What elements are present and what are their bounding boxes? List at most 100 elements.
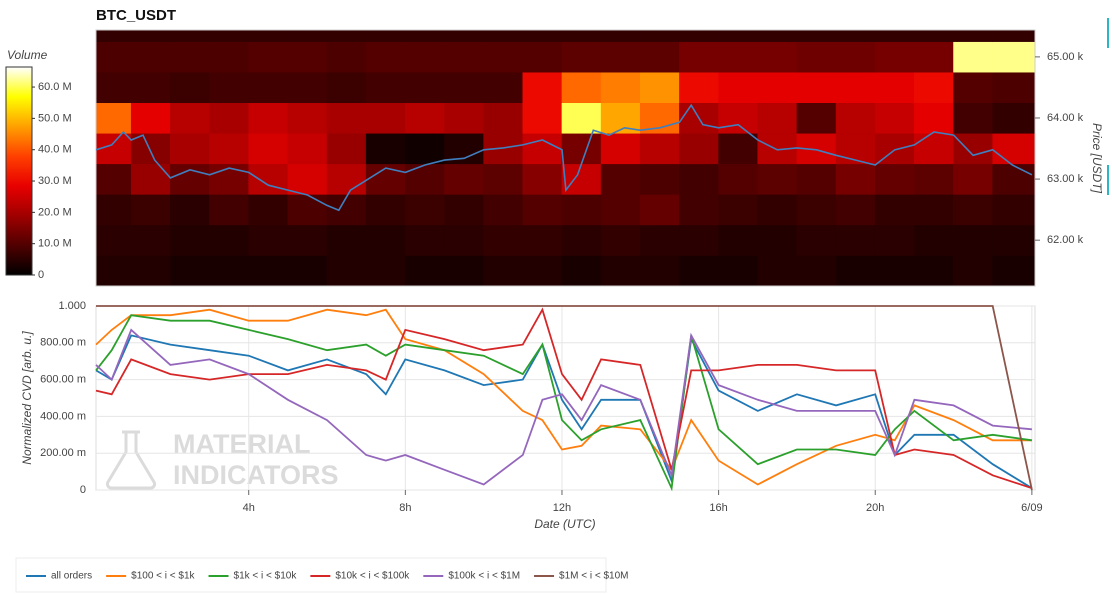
heatmap-cell [405,41,445,73]
heatmap-cell [130,29,171,42]
heatmap-cell [326,194,367,226]
heatmap-cell [522,29,563,42]
heatmap-cell [130,132,171,165]
heatmap-cell [679,132,719,165]
x-tick-label: 16h [709,502,727,514]
y-tick-label: 0 [80,484,86,496]
heatmap-cell [444,29,484,42]
heatmap-cell [796,255,837,287]
heatmap-cell [953,29,994,42]
heatmap-cell [835,29,876,42]
heatmap-cell [835,224,876,256]
heatmap-cell [209,29,250,42]
x-tick-label: 4h [243,502,255,514]
legend-label: $100 < i < $1k [131,571,195,582]
heatmap-cell [561,41,602,73]
heatmap-cell [639,29,680,42]
heatmap-cell [365,132,406,165]
legend-label: all orders [51,571,92,582]
heatmap-cell [718,102,759,134]
heatmap-cell [444,41,484,73]
y2-tick-label: 65.00 k [1047,51,1084,63]
heatmap-cell [561,224,602,256]
heatmap-cell [95,224,132,256]
heatmap-cell [287,255,328,287]
heatmap-cell [405,255,445,287]
heatmap-cell [600,102,641,134]
heatmap-cell [248,71,289,104]
heatmap-cell [914,71,954,104]
x-tick-label: 8h [399,502,411,514]
heatmap-cell [561,132,602,165]
series-line [95,308,1032,486]
watermark-text: MATERIAL [173,429,310,459]
heatmap-cell [639,71,680,104]
heatmap-cell [248,41,289,73]
heatmap-cell [639,163,680,195]
heatmap-cell [365,224,406,256]
colorbar-tick-label: 60.0 M [38,81,72,93]
heatmap-cell [835,132,876,165]
heatmap [95,29,1036,287]
heatmap-cell [405,29,445,42]
heatmap-cell [718,163,759,195]
heatmap-cell [522,194,563,226]
heatmap-cell [483,41,524,73]
heatmap-cell [170,29,210,42]
heatmap-cell [679,255,719,287]
heatmap-cell [639,132,680,165]
y-axis-label: Normalized CVD [arb. u.] [20,331,34,465]
heatmap-cell [757,163,798,195]
heatmap-cell [796,71,837,104]
heatmap-cell [95,41,132,73]
heatmap-cell [326,29,367,42]
heatmap-cell [365,29,406,42]
heatmap-cell [209,102,250,134]
heatmap-cell [874,255,915,287]
y2-tick-label: 62.00 k [1047,234,1084,246]
heatmap-cell [444,255,484,287]
heatmap-cell [718,29,759,42]
heatmap-cell [718,71,759,104]
heatmap-cell [248,132,289,165]
heatmap-cell [796,102,837,134]
heatmap-cell [561,194,602,226]
heatmap-cell [679,29,719,42]
heatmap-cell [522,41,563,73]
heatmap-cell [796,224,837,256]
heatmap-cell [914,224,954,256]
heatmap-cell [326,163,367,195]
heatmap-cell [835,102,876,134]
y-tick-label: 400.00 m [40,410,86,422]
heatmap-cell [483,255,524,287]
heatmap-cell [405,224,445,256]
heatmap-cell [522,255,563,287]
heatmap-cell [326,71,367,104]
y-tick-label: 200.00 m [40,447,86,459]
heatmap-cell [170,224,210,256]
heatmap-cell [874,102,915,134]
heatmap-cell [522,102,563,134]
heatmap-cell [483,29,524,42]
heatmap-cell [326,255,367,287]
heatmap-cell [874,41,915,73]
heatmap-cell [718,194,759,226]
heatmap-cell [209,132,250,165]
heatmap-cell [248,224,289,256]
heatmap-cell [757,224,798,256]
heatmap-cell [130,71,171,104]
heatmap-cell [757,255,798,287]
heatmap-cell [992,255,1036,287]
heatmap-cell [170,255,210,287]
heatmap-cell [365,102,406,134]
x-tick-label: 12h [553,502,571,514]
heatmap-cell [483,102,524,134]
heatmap-cell [209,163,250,195]
heatmap-cell [170,41,210,73]
heatmap-cell [287,194,328,226]
series-line [95,334,1033,489]
heatmap-cell [992,29,1036,42]
heatmap-cell [914,132,954,165]
heatmap-cell [757,102,798,134]
watermark-icon [105,430,157,490]
